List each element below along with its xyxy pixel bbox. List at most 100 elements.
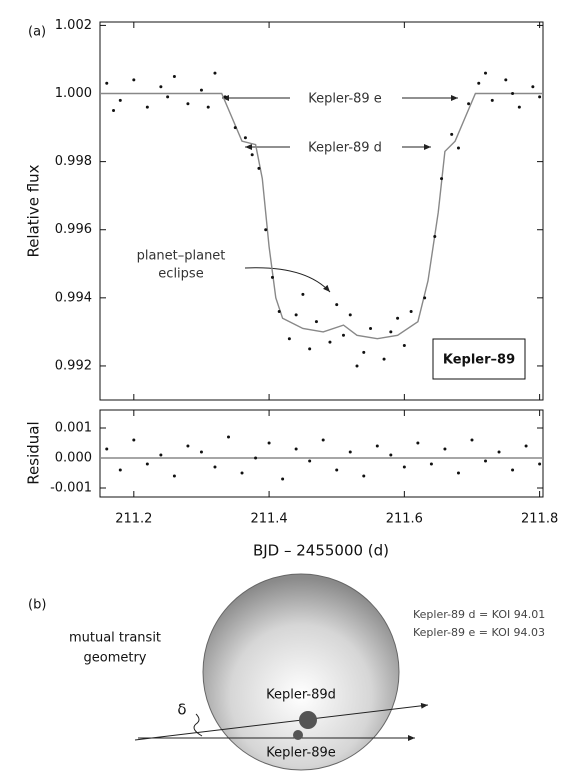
data-point [243, 136, 247, 140]
planet-label: Kepler-89d [266, 688, 336, 703]
data-point [511, 468, 515, 472]
angle-label: δ [177, 701, 186, 719]
x-tick-label: 211.6 [386, 512, 423, 527]
arrow [244, 267, 331, 293]
angle-mark [193, 713, 203, 737]
planet-label: Kepler-89e [266, 746, 335, 761]
data-point [328, 340, 332, 344]
annotation: planet–planet [137, 249, 226, 264]
data-point [382, 357, 386, 361]
data-point [118, 98, 122, 102]
data-point [402, 344, 406, 348]
data-point [294, 313, 298, 317]
y-tick-label: 1.000 [55, 86, 92, 101]
data-point [335, 303, 339, 307]
y-tick-label: 0.001 [55, 421, 92, 436]
data-point [213, 71, 217, 75]
data-point [321, 438, 325, 442]
data-point [477, 81, 481, 85]
data-point [470, 438, 474, 442]
data-point [199, 88, 203, 92]
data-point [348, 450, 352, 454]
data-point [511, 92, 515, 96]
data-point [233, 126, 237, 130]
data-point [314, 320, 318, 324]
data-point [145, 105, 149, 109]
data-point [433, 235, 437, 239]
panel-label: (b) [28, 598, 46, 613]
data-point [294, 447, 298, 451]
data-point [267, 441, 271, 445]
data-point [186, 102, 190, 106]
data-point [254, 456, 258, 460]
data-point [456, 471, 460, 475]
data-point [443, 447, 447, 451]
data-point [517, 105, 521, 109]
data-point [172, 474, 176, 478]
plots: 1.002 1.000 0.998 0.996 0.994 0.992 0.001 0.000… [50, 18, 558, 527]
data-point [409, 309, 413, 313]
data-point [402, 465, 406, 469]
data-point [467, 102, 471, 106]
data-point [186, 444, 190, 448]
data-point [118, 468, 122, 472]
y-tick-label: 0.000 [55, 451, 92, 466]
data-point [308, 459, 312, 463]
data-point [257, 166, 261, 170]
y-axis-label: Relative flux [25, 164, 43, 257]
data-point [270, 275, 274, 279]
data-point [105, 447, 109, 451]
data-point [416, 441, 420, 445]
planet-e [293, 730, 303, 740]
data-point [250, 153, 254, 157]
panel-label: (a) [28, 25, 46, 40]
data-point [456, 146, 460, 150]
data-point [497, 450, 501, 454]
data-point [132, 78, 136, 82]
data-point [199, 450, 203, 454]
planet-d [299, 711, 317, 729]
data-point [375, 444, 379, 448]
data-point [524, 444, 528, 448]
data-point [206, 105, 210, 109]
data-point [362, 474, 366, 478]
x-tick-label: 211.8 [521, 512, 558, 527]
annotation: Kepler-89 e [308, 92, 382, 107]
data-point [172, 74, 176, 78]
label-box [432, 338, 526, 380]
x-tick-label: 211.2 [115, 512, 152, 527]
data-point [308, 347, 312, 351]
data-point [341, 333, 345, 337]
data-point [389, 453, 393, 457]
data-point [484, 459, 488, 463]
y-tick-label: 1.002 [55, 18, 92, 33]
data-point [281, 477, 285, 481]
data-point [223, 95, 227, 99]
y-tick-label: -0.001 [50, 481, 92, 496]
data-point [112, 109, 116, 113]
data-point [538, 95, 542, 99]
data-point [159, 453, 163, 457]
y-axis-label: Residual [25, 421, 43, 484]
note: Kepler-89 e = KOI 94.03 [413, 626, 545, 639]
data-point [369, 326, 373, 330]
data-point [440, 177, 444, 181]
data-point [531, 85, 535, 89]
x-tick-label: 211.4 [250, 512, 287, 527]
y-tick-label: 0.994 [55, 290, 92, 305]
data-point [240, 471, 244, 475]
data-point [538, 462, 542, 466]
path-d [134, 702, 429, 741]
data-point [227, 435, 231, 439]
diagram-title: geometry [83, 651, 146, 666]
data-point [423, 296, 427, 300]
y-tick-label: 0.992 [55, 358, 92, 373]
plot-frame [99, 21, 544, 401]
plot-frame [99, 409, 544, 498]
data-point [504, 78, 508, 82]
note: Kepler-89 d = KOI 94.01 [413, 608, 545, 621]
data-point [159, 85, 163, 89]
y-tick-label: 0.998 [55, 154, 92, 169]
data-point [145, 462, 149, 466]
